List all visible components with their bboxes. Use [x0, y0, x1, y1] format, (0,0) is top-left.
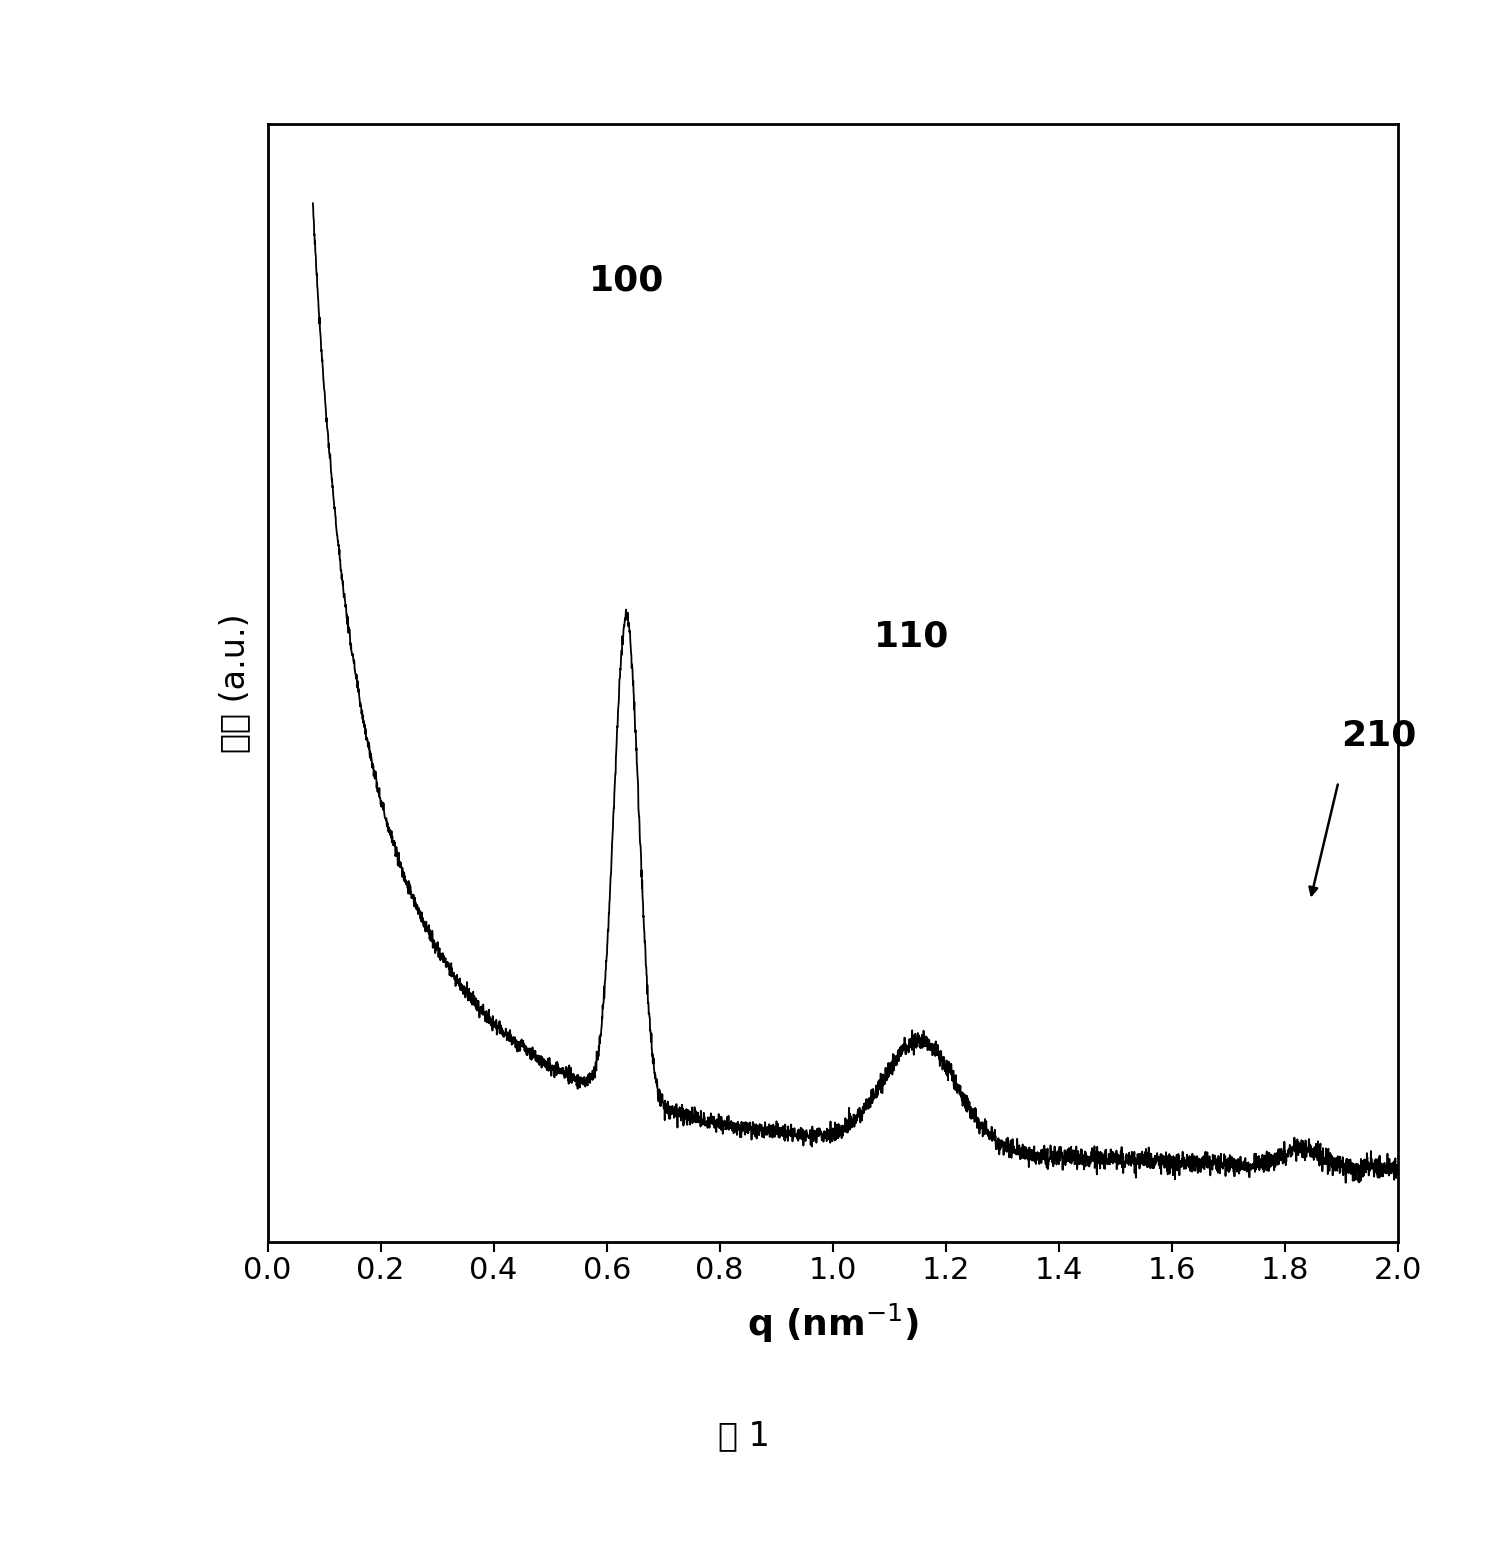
- Text: 110: 110: [874, 619, 950, 653]
- X-axis label: q (nm$^{-1}$): q (nm$^{-1}$): [746, 1302, 919, 1346]
- Text: 210: 210: [1341, 719, 1417, 753]
- Y-axis label: 强度 (a.u.): 强度 (a.u.): [219, 613, 251, 753]
- Text: 100: 100: [589, 264, 665, 298]
- Text: 图 1: 图 1: [718, 1419, 769, 1453]
